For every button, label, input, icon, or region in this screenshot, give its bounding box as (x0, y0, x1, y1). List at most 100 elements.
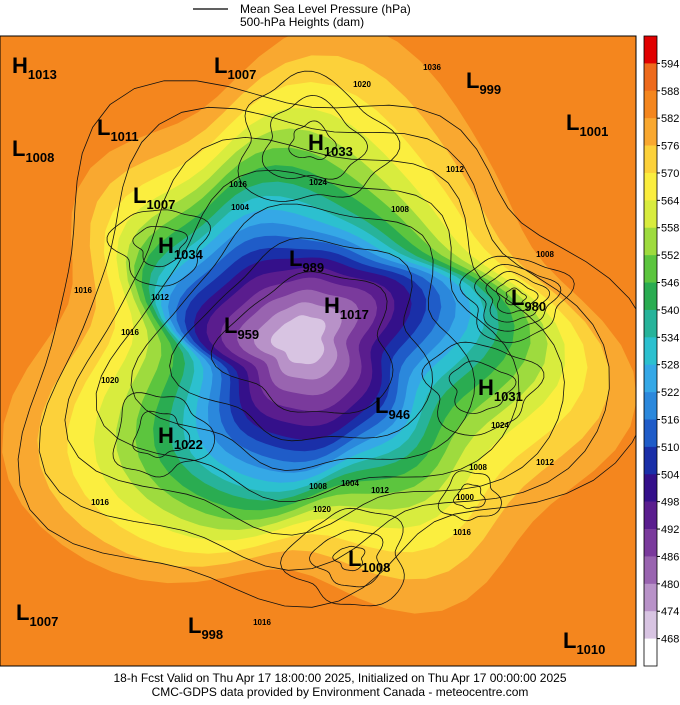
map-labels: H1013 L1007 L999L1011L1001L1008H1033L1007H… (12, 53, 608, 657)
colorbar-tick-label: 528 (661, 360, 679, 372)
center-symbol: L (289, 246, 302, 271)
colorbar-tick-label: 504 (661, 469, 679, 481)
contour-label: 1020 (101, 376, 119, 385)
isobar (132, 410, 191, 458)
contour-label: 1012 (371, 486, 389, 495)
pressure-center: L1007 (133, 183, 175, 212)
legend-subtitle: 500-hPa Heights (dam) (240, 15, 364, 29)
center-value: 1017 (340, 307, 369, 322)
isobar (112, 392, 216, 478)
colorbar-swatch (644, 90, 657, 119)
colorbar-tick-label: 558 (661, 223, 679, 235)
pressure-center: L1011 (97, 115, 139, 144)
colorbar-tick-label: 540 (661, 305, 679, 317)
colorbar-swatch (644, 255, 657, 283)
colorbar-tick-label: 474 (661, 606, 679, 618)
contour-label: 1012 (536, 458, 554, 467)
colorbar-swatch (644, 611, 657, 639)
pressure-center: H1017 (324, 293, 369, 322)
center-value: 1034 (174, 247, 204, 262)
colorbar-swatch (644, 392, 657, 420)
height-field (0, 36, 636, 666)
center-symbol: H (158, 423, 174, 448)
colorbar-swatch (644, 419, 657, 448)
colorbar-swatch (644, 172, 657, 201)
isobar (130, 203, 476, 471)
center-symbol: H (478, 375, 494, 400)
center-value: 1007 (29, 614, 58, 629)
colorbar-swatch (644, 227, 657, 256)
isobar (210, 271, 394, 414)
colorbar-swatch (644, 337, 657, 365)
colorbar-tick-label: 546 (661, 278, 679, 290)
center-value: 1007 (227, 67, 256, 82)
colorbar-tick-label: 492 (661, 524, 679, 536)
isobar (448, 360, 517, 414)
isobar (106, 209, 211, 287)
isobar (474, 263, 562, 332)
colorbar-tick-label: 534 (661, 332, 679, 344)
colorbar-tick-label: 588 (661, 86, 679, 98)
center-value: 1033 (324, 144, 353, 159)
contour-label: 1004 (341, 479, 359, 488)
pressure-center: H1034 (158, 233, 204, 262)
center-symbol: L (188, 613, 201, 638)
isobar (132, 226, 188, 268)
colorbar-tick-label: 570 (661, 168, 679, 180)
legend-title: Mean Sea Level Pressure (hPa) (240, 2, 411, 16)
isobar (288, 120, 337, 161)
colorbar-swatch (644, 63, 657, 92)
center-value: 999 (479, 82, 501, 97)
contour-label: 1012 (446, 165, 464, 174)
colorbar-swatch (644, 583, 657, 612)
center-symbol: L (348, 546, 361, 571)
isobar (64, 136, 565, 536)
pressure-center: L1001 (566, 110, 608, 139)
contour-label: 1020 (353, 80, 371, 89)
isobar (332, 545, 366, 572)
isobar (17, 80, 636, 608)
center-symbol: L (511, 285, 524, 310)
colorbar-swatch (644, 145, 657, 174)
colorbar-swatch (644, 364, 657, 393)
contour-label: 1016 (91, 498, 109, 507)
isobar (38, 106, 610, 571)
colorbar-tick-label: 510 (661, 442, 679, 454)
contour-label: 1036 (423, 63, 441, 72)
isobar (453, 483, 486, 509)
pressure-center: L1007 (16, 600, 58, 629)
center-value: 1008 (361, 560, 390, 575)
contour-label: 1016 (229, 180, 247, 189)
isobar (309, 529, 384, 588)
center-value: 959 (237, 327, 259, 342)
pressure-center: L980 (511, 285, 546, 314)
colorbar-tick-label: 480 (661, 579, 679, 591)
pressure-center: H1033 (308, 130, 353, 159)
center-symbol: L (466, 68, 479, 93)
colorbar-swatch (644, 501, 657, 530)
footer-line: CMC-GDPS data provided by Environment Ca… (152, 685, 529, 699)
contour-label: 1024 (491, 421, 509, 430)
isobar (459, 255, 575, 343)
isobar (505, 287, 527, 306)
colorbar-tick-label: 564 (661, 195, 679, 207)
pressure-center: L1007 (214, 53, 256, 82)
center-value: 1007 (146, 197, 175, 212)
isobar (169, 237, 433, 442)
isobar (437, 470, 502, 522)
isobar (496, 278, 539, 314)
colorbar-tick-label: 468 (661, 634, 679, 646)
contour-label: 1016 (253, 618, 271, 627)
contour-label: 1004 (231, 203, 249, 212)
colorbar-swatch (644, 446, 657, 475)
colorbar-tick-label: 516 (661, 414, 679, 426)
isobar (280, 507, 405, 607)
isobar (421, 341, 545, 436)
center-value: 998 (201, 627, 223, 642)
center-symbol: L (375, 393, 388, 418)
center-value: 1022 (174, 437, 203, 452)
center-value: 1013 (28, 67, 57, 82)
center-value: 1010 (576, 642, 605, 657)
colorbar-frame (643, 35, 658, 667)
center-symbol: L (16, 600, 29, 625)
